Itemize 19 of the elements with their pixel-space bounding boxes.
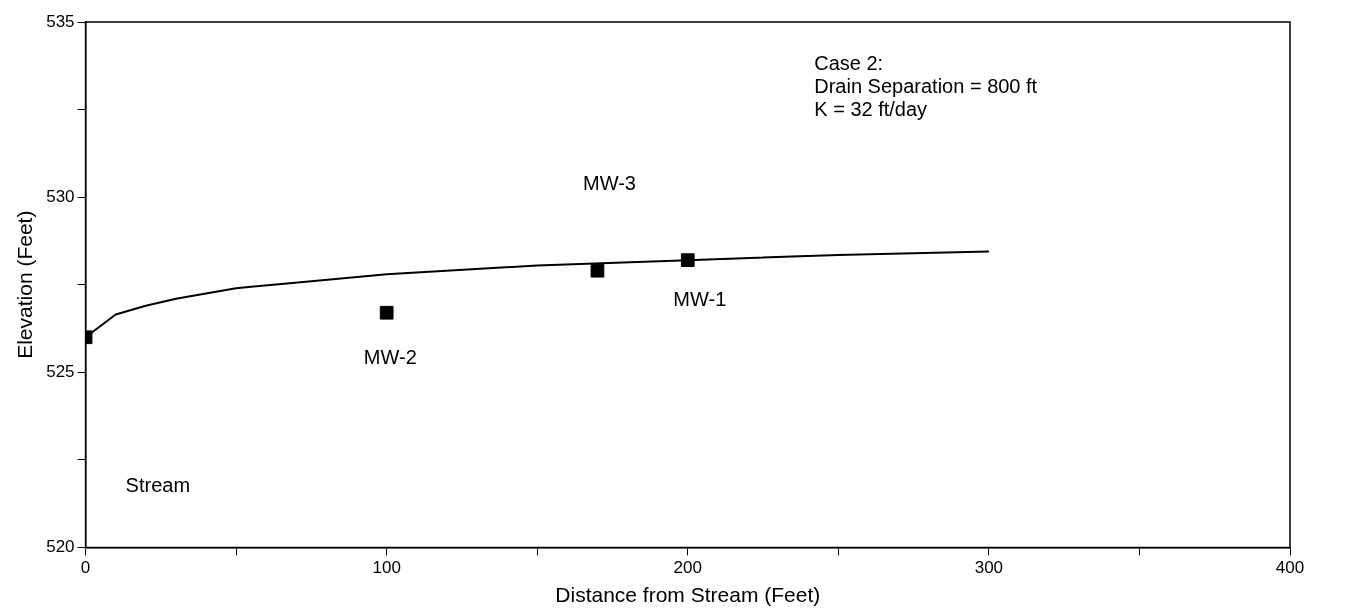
y-tick-label: 530 xyxy=(46,186,75,206)
annotation: MW-1 xyxy=(673,287,727,310)
y-tick-label: 525 xyxy=(46,361,75,381)
y-axis-title: Elevation (Feet) xyxy=(13,210,37,359)
point xyxy=(379,305,394,320)
x-tick-label: 0 xyxy=(80,558,91,578)
point xyxy=(590,263,605,278)
x-tick-label: 400 xyxy=(1275,558,1305,578)
annotation: Stream xyxy=(125,474,191,497)
x-tick-label: 300 xyxy=(974,558,1004,578)
annotation: MW-3 xyxy=(583,172,636,195)
y-tick-label: 535 xyxy=(46,11,75,31)
y-tick-label: 520 xyxy=(46,537,75,557)
annotation: Case 2: Drain Separation = 800 ft K = 32 ft/day xyxy=(814,51,1038,120)
x-tick-label: 100 xyxy=(372,558,401,578)
annotation: MW-2 xyxy=(363,345,417,368)
x-axis-title: Distance from Stream (Feet) xyxy=(555,583,821,607)
point xyxy=(680,253,695,268)
x-tick-label: 200 xyxy=(673,558,702,578)
